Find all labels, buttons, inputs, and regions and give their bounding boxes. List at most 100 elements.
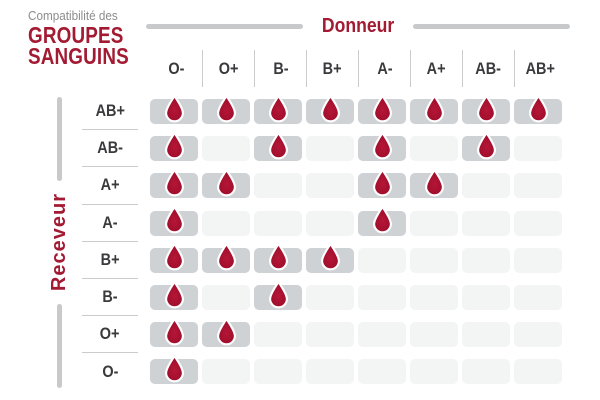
blood-drop-icon [424,94,444,122]
blood-drop-icon [268,243,288,271]
receiver-row-label: A+ [100,175,120,195]
donor-col-header-AB-: AB- [462,50,514,87]
cell-O--from-A--incompatible [358,359,406,385]
cell-AB+-from-A+-compatible [410,94,458,125]
cell-B--from-AB--incompatible [462,285,510,311]
cell-AB+-from-B+-compatible [306,94,354,125]
cell-O+-from-AB+-incompatible [514,322,562,348]
grid-row-AB+ [150,93,570,130]
grid-row-A- [150,205,570,242]
receiver-row-header-O-: O- [82,353,138,390]
cell-B+-from-AB+-incompatible [514,247,562,273]
receiver-row-label: AB+ [95,101,125,121]
blood-drop-icon [216,94,236,122]
donor-col-label: B+ [323,58,342,78]
cell-AB--from-O+-incompatible [202,136,250,162]
donor-col-label: A- [376,58,393,78]
blood-drop-icon [164,280,184,308]
receiver-row-label: O+ [100,324,120,344]
receiver-row-label: B+ [100,249,120,269]
cell-A+-from-A+-compatible [410,169,458,199]
cell-A+-from-A--compatible [358,169,406,199]
grid-row-O- [150,353,570,390]
receiver-row-header-A+: A+ [82,167,138,205]
receiver-row-labels: AB+ AB- A+ A- B+ B- O+ O- [82,93,138,391]
cell-O--from-O+-incompatible [202,359,250,385]
blood-drop-icon [372,169,392,197]
receiver-row-label: AB- [97,138,123,158]
receiver-row-header-B-: B- [82,279,138,317]
blood-drop-icon [216,169,236,197]
receiver-divider-top [56,97,62,182]
blood-drop-icon [372,131,392,160]
cell-B+-from-B+-compatible [306,243,354,273]
blood-drop-icon [164,131,184,160]
cell-A--from-A+-incompatible [410,210,458,236]
cell-B--from-A--incompatible [358,285,406,311]
cell-AB--from-O--compatible [150,131,198,162]
blood-drop-icon [476,94,496,122]
blood-drop-icon [320,243,340,271]
blood-drop-icon [476,131,496,160]
cell-B--from-B--compatible [254,280,302,311]
grid-row-A+ [150,167,570,204]
cell-O+-from-AB--incompatible [462,322,510,348]
cell-A+-from-AB--incompatible [462,173,510,199]
cell-O+-from-A+-incompatible [410,322,458,348]
cell-A--from-B+-incompatible [306,210,354,236]
cell-O+-from-A--incompatible [358,322,406,348]
cell-AB+-from-B--compatible [254,94,302,125]
receiver-row-label: O- [101,361,119,381]
donor-col-header-AB+: AB+ [514,50,566,87]
donor-col-header-A+: A+ [410,50,462,87]
cell-B+-from-B--compatible [254,243,302,273]
donor-col-label: AB- [475,58,502,78]
blood-drop-icon [268,280,288,308]
cell-AB--from-B--compatible [254,131,302,162]
cell-A+-from-B--incompatible [254,173,302,199]
blood-drop-icon [216,317,236,346]
cell-A+-from-B+-incompatible [306,173,354,199]
cell-A--from-A--compatible [358,206,406,236]
cell-B--from-B+-incompatible [306,285,354,311]
cell-A--from-B--incompatible [254,210,302,236]
cell-B+-from-O+-compatible [202,243,250,273]
title-subtitle: Compatibilité des [28,8,118,23]
cell-B+-from-O--compatible [150,243,198,273]
cell-O--from-B--incompatible [254,359,302,385]
cell-O+-from-O+-compatible [202,317,250,348]
cell-A+-from-AB+-incompatible [514,173,562,199]
donor-col-label: AB+ [525,58,556,78]
donor-column-headers: O- O+ B- B+ A- A+ AB- AB+ [150,50,566,87]
blood-drop-icon [372,94,392,122]
donor-axis-header: Donneur [146,14,570,37]
cell-AB--from-B+-incompatible [306,136,354,162]
cell-AB--from-AB--compatible [462,131,510,162]
compatibility-grid [150,93,570,391]
donor-col-header-B+: B+ [306,50,358,87]
grid-row-AB- [150,130,570,167]
cell-AB--from-A+-incompatible [410,136,458,162]
cell-A+-from-O+-compatible [202,169,250,199]
cell-B--from-AB+-incompatible [514,285,562,311]
blood-drop-icon [268,94,288,122]
cell-O--from-AB--incompatible [462,359,510,385]
cell-B+-from-A--incompatible [358,247,406,273]
grid-row-B- [150,279,570,316]
cell-AB+-from-O+-compatible [202,94,250,125]
receiver-row-label: B- [102,287,118,307]
blood-drop-icon [528,94,548,122]
receiver-divider-bottom [56,303,62,388]
receiver-row-label: A- [102,212,118,232]
cell-AB+-from-AB+-compatible [514,94,562,125]
donor-axis-label: Donneur [321,14,395,37]
cell-B+-from-AB--incompatible [462,247,510,273]
cell-O--from-B+-incompatible [306,359,354,385]
cell-O+-from-B--incompatible [254,322,302,348]
cell-B--from-O+-incompatible [202,285,250,311]
cell-O+-from-O--compatible [150,317,198,348]
donor-col-label: O- [167,58,185,78]
donor-col-label: B- [272,58,289,78]
receiver-row-header-AB-: AB- [82,130,138,168]
